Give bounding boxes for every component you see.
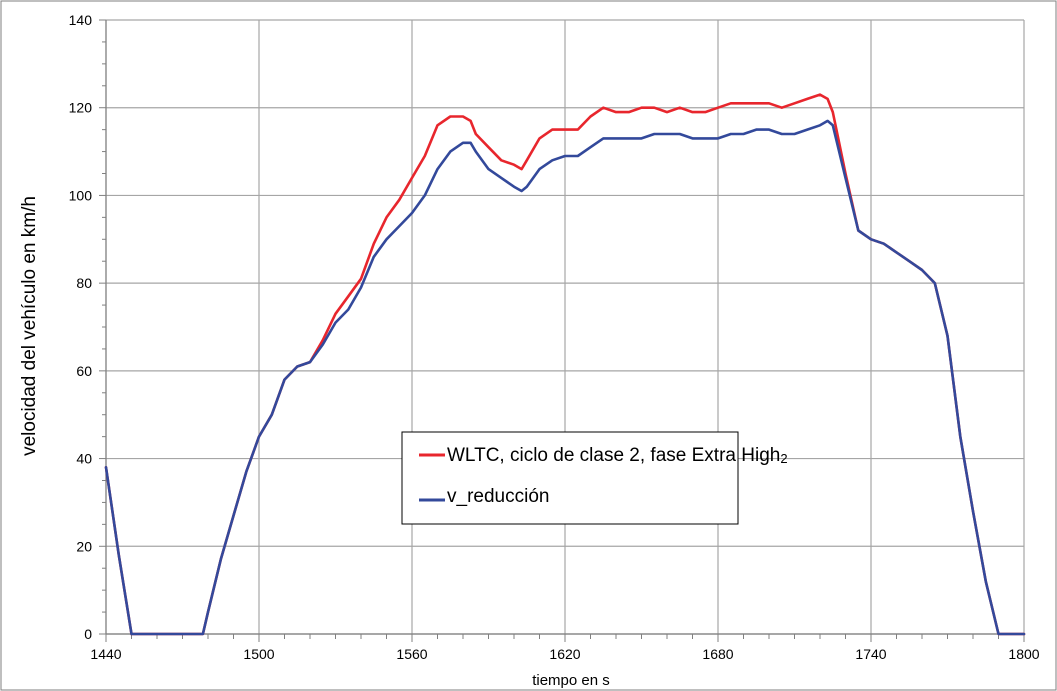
legend-label-wltc: WLTC, ciclo de clase 2, fase Extra High2 — [447, 445, 788, 466]
legend-label-wltc-subscript: 2 — [780, 451, 787, 466]
x-tick-label: 1620 — [549, 646, 580, 662]
y-tick-label: 100 — [69, 187, 93, 203]
legend-box — [401, 431, 739, 525]
series-layer — [104, 93, 1026, 636]
axes — [105, 20, 1024, 635]
x-tick-label: 1740 — [855, 646, 886, 662]
x-tick-label: 1560 — [396, 646, 427, 662]
y-tick-label: 60 — [76, 363, 92, 379]
legend-label-v-reduccion: v_reducción — [447, 486, 549, 507]
x-tick-label: 1440 — [90, 646, 121, 662]
y-tick-label: 80 — [76, 275, 92, 291]
y-tick-label: 140 — [69, 12, 93, 28]
y-tick-label: 20 — [76, 538, 92, 554]
x-axis-label: tiempo en s — [532, 672, 610, 689]
y-tick-label: 0 — [84, 626, 92, 642]
legend: WLTC, ciclo de clase 2, fase Extra High2… — [401, 431, 788, 525]
x-tick-label: 1500 — [243, 646, 274, 662]
legend-label-wltc-main: WLTC, ciclo de clase 2, fase Extra High — [447, 445, 780, 466]
y-tick-label: 40 — [76, 451, 92, 467]
series-line-v-reduccion — [104, 119, 1026, 636]
minor-tick-marks — [99, 19, 1025, 642]
x-tick-label: 1680 — [702, 646, 733, 662]
x-tick-labels: 1440 1500 1560 1620 1680 1740 1800 — [90, 646, 1039, 662]
x-tick-label: 1800 — [1008, 646, 1039, 662]
y-tick-label: 120 — [69, 100, 93, 116]
y-axis-label: velocidad del vehículo en km/h — [19, 196, 40, 456]
y-tick-labels: 0 20 40 60 80 100 120 140 — [69, 12, 93, 642]
